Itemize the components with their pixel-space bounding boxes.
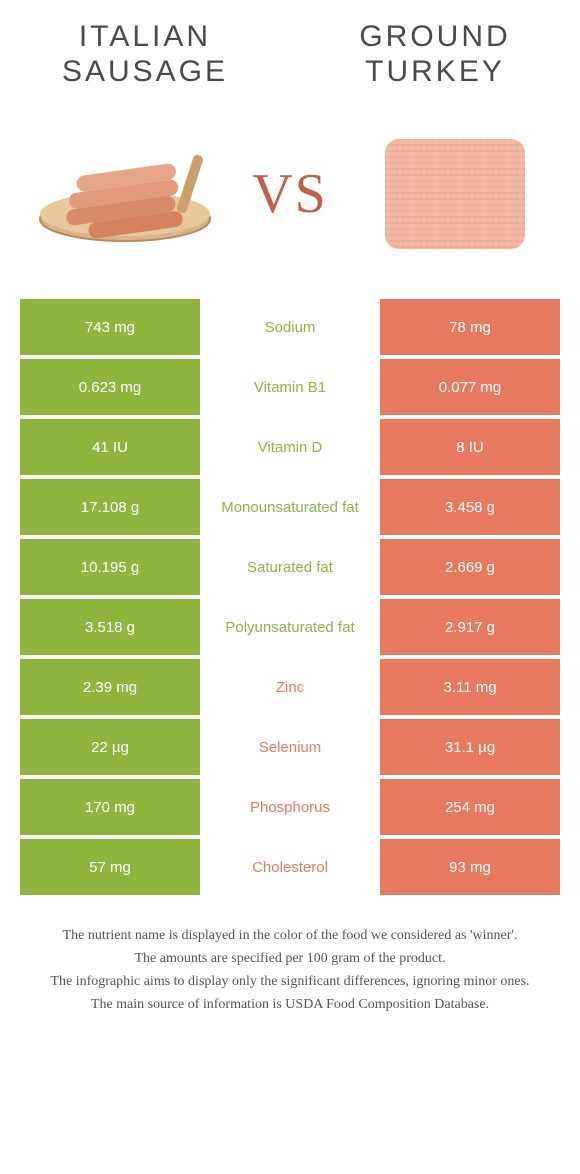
- table-row: 2.39 mgZinc3.11 mg: [20, 659, 560, 715]
- right-food-title: GROUND TURKEY: [330, 20, 540, 89]
- table-row: 743 mgSodium78 mg: [20, 299, 560, 355]
- right-value: 3.458 g: [380, 479, 560, 535]
- nutrient-table: 743 mgSodium78 mg0.623 mgVitamin B10.077…: [20, 299, 560, 895]
- table-row: 10.195 gSaturated fat2.669 g: [20, 539, 560, 595]
- nutrient-label: Selenium: [200, 719, 380, 775]
- right-food-image: [360, 119, 550, 269]
- left-value: 0.623 mg: [20, 359, 200, 415]
- nutrient-label: Vitamin B1: [200, 359, 380, 415]
- table-row: 17.108 gMonounsaturated fat3.458 g: [20, 479, 560, 535]
- right-value: 93 mg: [380, 839, 560, 895]
- left-value: 743 mg: [20, 299, 200, 355]
- right-value: 3.11 mg: [380, 659, 560, 715]
- table-row: 22 µgSelenium31.1 µg: [20, 719, 560, 775]
- right-value: 31.1 µg: [380, 719, 560, 775]
- nutrient-label: Phosphorus: [200, 779, 380, 835]
- right-value: 254 mg: [380, 779, 560, 835]
- nutrient-label: Vitamin D: [200, 419, 380, 475]
- table-row: 41 IUVitamin D8 IU: [20, 419, 560, 475]
- nutrient-label: Saturated fat: [200, 539, 380, 595]
- nutrient-label: Cholesterol: [200, 839, 380, 895]
- left-food-image: [30, 119, 220, 269]
- infographic-root: ITALIAN SAUSAGE GROUND TURKEY VS: [0, 0, 580, 1015]
- nutrient-label: Zinc: [200, 659, 380, 715]
- footer-line: The nutrient name is displayed in the co…: [30, 925, 550, 946]
- footer-notes: The nutrient name is displayed in the co…: [30, 925, 550, 1015]
- left-value: 170 mg: [20, 779, 200, 835]
- right-value: 0.077 mg: [380, 359, 560, 415]
- left-value: 22 µg: [20, 719, 200, 775]
- nutrient-label: Monounsaturated fat: [200, 479, 380, 535]
- right-value: 2.917 g: [380, 599, 560, 655]
- left-value: 57 mg: [20, 839, 200, 895]
- table-row: 0.623 mgVitamin B10.077 mg: [20, 359, 560, 415]
- right-value: 8 IU: [380, 419, 560, 475]
- right-value: 2.669 g: [380, 539, 560, 595]
- left-value: 2.39 mg: [20, 659, 200, 715]
- vs-row: VS: [0, 99, 580, 299]
- table-row: 57 mgCholesterol93 mg: [20, 839, 560, 895]
- footer-line: The main source of information is USDA F…: [30, 994, 550, 1015]
- nutrient-label: Polyunsaturated fat: [200, 599, 380, 655]
- footer-line: The infographic aims to display only the…: [30, 971, 550, 992]
- vs-label: VS: [252, 162, 328, 226]
- table-row: 170 mgPhosphorus254 mg: [20, 779, 560, 835]
- header: ITALIAN SAUSAGE GROUND TURKEY: [0, 0, 580, 99]
- footer-line: The amounts are specified per 100 gram o…: [30, 948, 550, 969]
- left-value: 17.108 g: [20, 479, 200, 535]
- left-value: 10.195 g: [20, 539, 200, 595]
- right-value: 78 mg: [380, 299, 560, 355]
- left-value: 41 IU: [20, 419, 200, 475]
- nutrient-label: Sodium: [200, 299, 380, 355]
- table-row: 3.518 gPolyunsaturated fat2.917 g: [20, 599, 560, 655]
- left-value: 3.518 g: [20, 599, 200, 655]
- left-food-title: ITALIAN SAUSAGE: [40, 20, 250, 89]
